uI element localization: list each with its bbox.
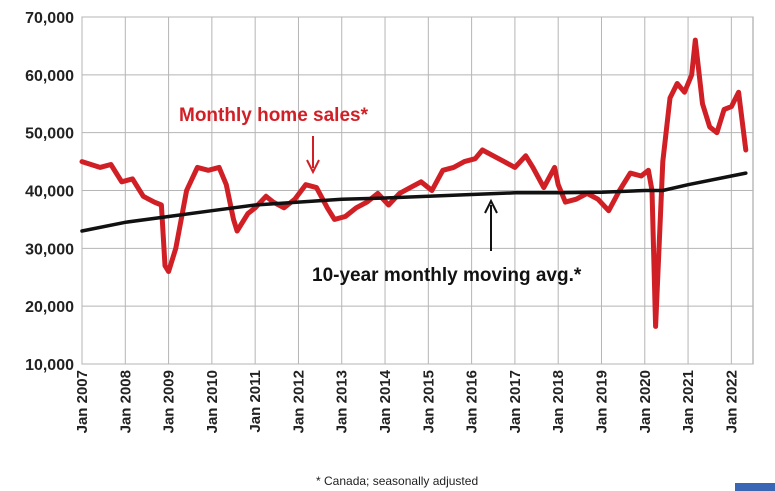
moving-average-line bbox=[80, 171, 748, 233]
avg-annotation-arrowhead bbox=[484, 198, 498, 214]
x-tick-label: Jan 2022 bbox=[723, 370, 740, 433]
x-tick-label: Jan 2008 bbox=[117, 370, 134, 433]
x-tick-label: Jan 2010 bbox=[204, 370, 221, 433]
x-axis-ticks: Jan 2007 Jan 2008 Jan 2009 Jan 2010 Jan 2011… bbox=[74, 369, 740, 433]
y-tick-label: 50,000 bbox=[25, 126, 74, 143]
x-tick-label: Jan 2021 bbox=[680, 370, 697, 433]
sales-annotation-arrowhead bbox=[306, 159, 320, 175]
x-tick-label: Jan 2017 bbox=[507, 370, 524, 433]
y-axis-ticks: 10,000 20,000 30,000 40,000 50,000 60,000 70,0… bbox=[25, 10, 74, 374]
footnote: * Canada; seasonally adjusted bbox=[316, 474, 478, 488]
sales-annotation: Monthly home sales* bbox=[179, 105, 369, 126]
x-tick-label: Jan 2013 bbox=[334, 370, 351, 433]
y-tick-label: 30,000 bbox=[25, 241, 74, 258]
y-tick-label: 20,000 bbox=[25, 299, 74, 316]
x-tick-label: Jan 2011 bbox=[247, 370, 264, 433]
y-tick-label: 10,000 bbox=[25, 357, 74, 374]
y-tick-label: 40,000 bbox=[25, 184, 74, 201]
x-tick-label: Jan 2018 bbox=[550, 370, 567, 433]
x-tick-label: Jan 2009 bbox=[161, 370, 178, 433]
y-tick-label: 70,000 bbox=[25, 10, 74, 27]
y-tick-label: 60,000 bbox=[25, 68, 74, 85]
x-tick-label: Jan 2019 bbox=[593, 370, 610, 433]
x-tick-label: Jan 2014 bbox=[377, 369, 394, 433]
x-tick-label: Jan 2012 bbox=[290, 370, 307, 433]
avg-annotation: 10-year monthly moving avg.* bbox=[312, 265, 582, 286]
series-lines bbox=[79, 37, 749, 329]
x-tick-label: Jan 2016 bbox=[464, 370, 481, 433]
x-tick-label: Jan 2020 bbox=[637, 370, 654, 433]
x-tick-label: Jan 2007 bbox=[74, 370, 91, 433]
corner-badge bbox=[735, 483, 775, 491]
x-tick-label: Jan 2015 bbox=[420, 370, 437, 433]
